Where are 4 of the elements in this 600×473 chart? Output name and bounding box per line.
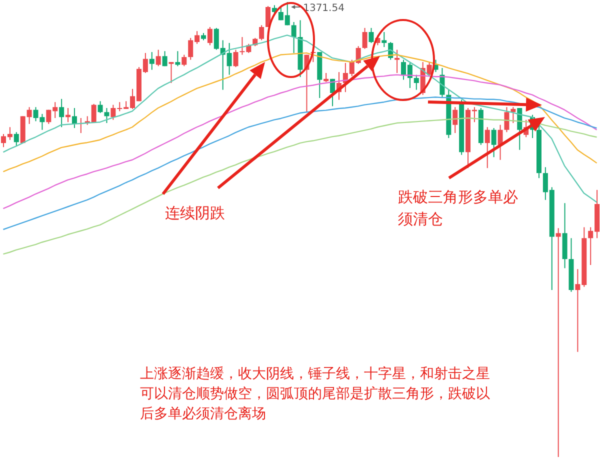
annotation: 跌破三角形多单必须清仓 (398, 187, 519, 230)
annotation: 连续阴跌 (165, 203, 225, 224)
annotation: 上涨逐渐趋缓，收大阴线，锤子线，十字星，和射击之星可以清仓顺势做空，圆弧顶的尾部是扩散三角形，跌破以后多单必须清仓离场 (140, 365, 491, 424)
annotation: 1371.54 (303, 3, 344, 14)
